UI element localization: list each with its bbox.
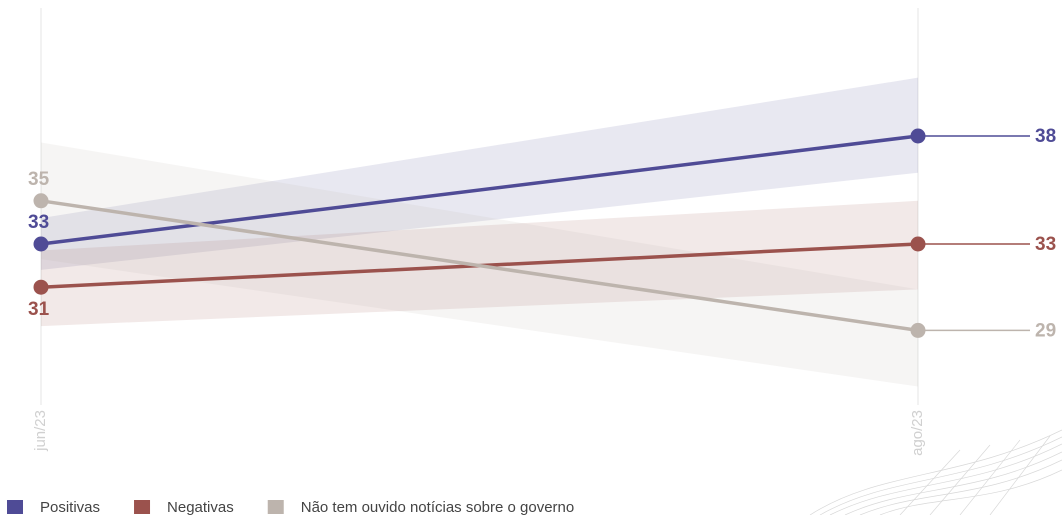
point [910,236,926,252]
x-tick-label: ago/23 [909,410,926,456]
point [33,279,49,295]
point [33,236,49,252]
x-tick-label: jun/23 [32,410,49,452]
decoration [809,429,1062,515]
legend-swatch [7,500,23,514]
legend-label: Negativas [167,499,234,515]
confidence-band [41,77,918,270]
value-label: 29 [1035,320,1056,341]
value-label: 33 [1035,234,1056,255]
point [33,193,49,209]
confidence-band [41,200,918,327]
legend-label: Positivas [40,499,100,515]
series-line [40,134,919,246]
legend-swatch [267,500,284,514]
point [910,128,926,144]
series-line [40,199,919,333]
value-label: 33 [28,212,49,233]
legend-label: Não tem ouvido notícias sobre o governo [301,499,575,515]
value-label: 38 [1035,126,1056,147]
value-label: 35 [28,169,50,190]
legend-swatch [134,500,151,514]
value-label: 31 [28,299,50,320]
point [910,322,926,338]
